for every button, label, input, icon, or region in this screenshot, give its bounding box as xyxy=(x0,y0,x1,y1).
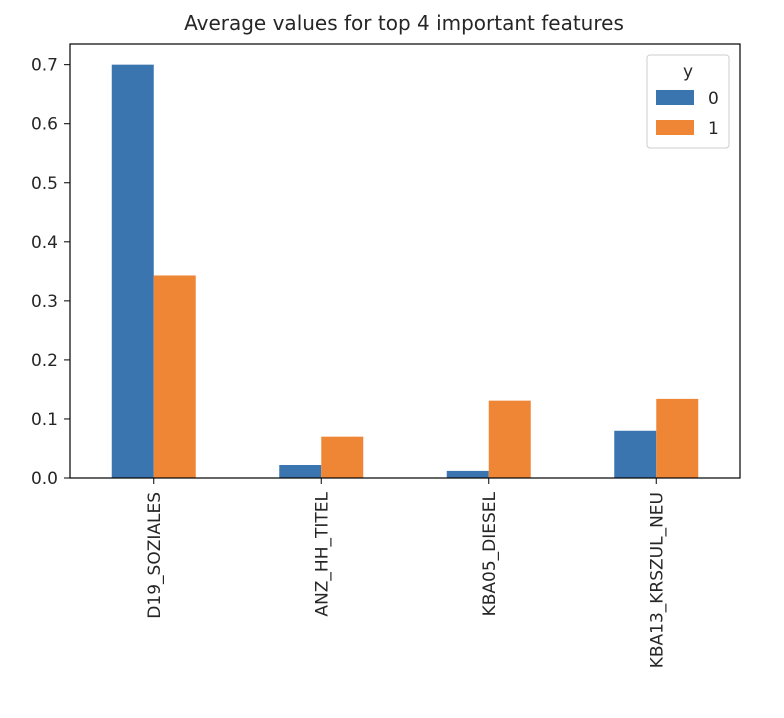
plot-frame xyxy=(69,43,741,479)
y-tick-label: 0.2 xyxy=(31,351,58,371)
y-tick-label: 0.1 xyxy=(31,410,58,430)
bar-kba13-krszul-neu-series-1 xyxy=(656,398,699,478)
x-tick-label: D19_SOZIALES xyxy=(145,492,165,619)
legend-label-series-0: 0 xyxy=(708,89,719,109)
y-tick-label: 0.4 xyxy=(31,233,58,253)
bar-anz-hh-titel-series-1 xyxy=(321,436,364,478)
bar-d19-soziales-series-0 xyxy=(111,64,154,479)
y-tick-label: 0.0 xyxy=(31,469,58,489)
bar-d19-soziales-series-1 xyxy=(153,275,196,478)
chart-title: Average values for top 4 important featu… xyxy=(184,11,624,35)
legend-label-series-1: 1 xyxy=(708,119,719,139)
x-tick-label: KBA05_DIESEL xyxy=(480,491,500,616)
legend-title: y xyxy=(683,62,693,82)
bars-layer xyxy=(111,64,699,479)
legend-swatch-series-0 xyxy=(656,90,694,105)
legend: y 0 1 xyxy=(646,54,730,149)
y-tick-label: 0.5 xyxy=(31,174,58,194)
x-tick-label: KBA13_KRSZUL_NEU xyxy=(647,492,667,668)
bar-kba05-diesel-series-1 xyxy=(488,400,531,478)
x-axis: D19_SOZIALES ANZ_HH_TITEL KBA05_DIESEL KBA1… xyxy=(145,478,667,668)
bar-kba13-krszul-neu-series-0 xyxy=(614,430,657,478)
legend-swatch-series-1 xyxy=(656,120,694,135)
y-tick-label: 0.7 xyxy=(31,56,58,76)
x-tick-label: ANZ_HH_TITEL xyxy=(312,491,332,616)
y-tick-label: 0.3 xyxy=(31,292,58,312)
y-axis: 0.0 0.1 0.2 0.3 0.4 0.5 0.6 0.7 xyxy=(31,56,70,489)
bar-anz-hh-titel-series-0 xyxy=(279,465,322,478)
y-tick-label: 0.6 xyxy=(31,115,58,135)
bar-kba05-diesel-series-0 xyxy=(446,470,489,478)
